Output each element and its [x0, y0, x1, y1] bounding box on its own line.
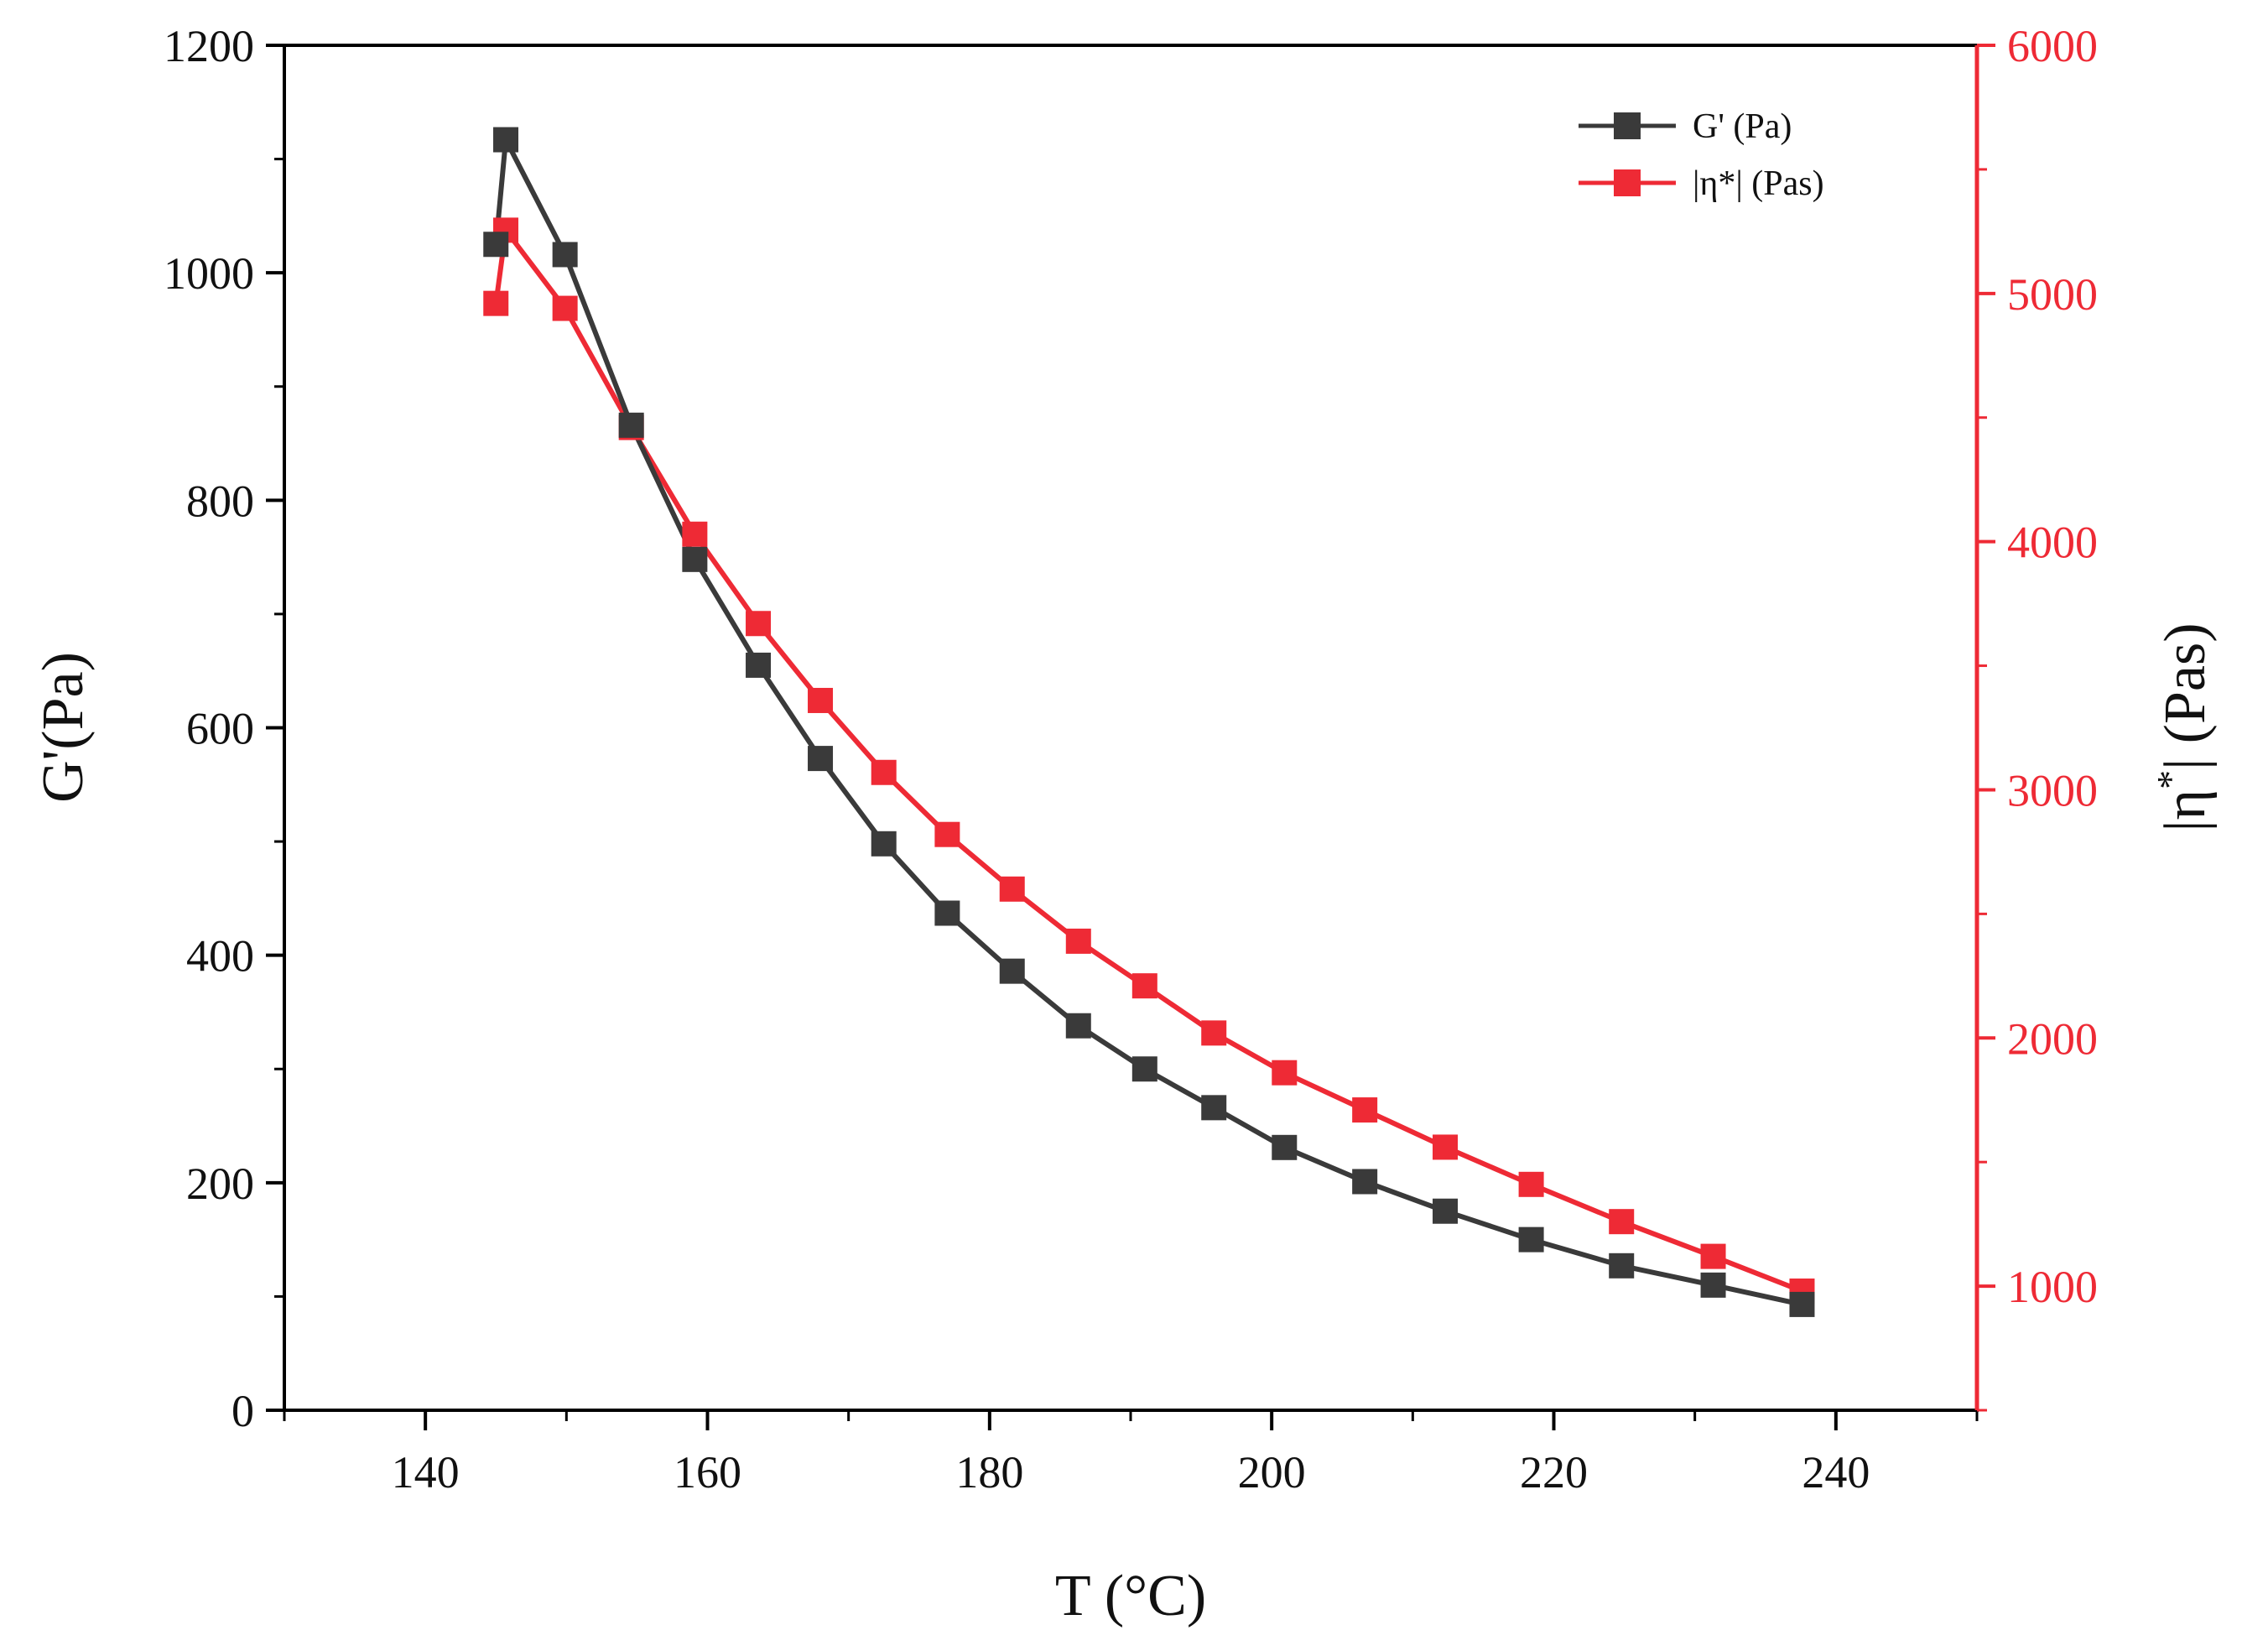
series-0-point	[1433, 1198, 1459, 1224]
legend-label-viscosity: |η*| (Pas)	[1693, 164, 1824, 203]
series-0-point	[871, 831, 897, 857]
series-1-point	[1609, 1209, 1635, 1235]
legend-marker-g-prime	[1614, 112, 1641, 139]
series-0-point	[999, 958, 1025, 984]
series-line-1	[493, 227, 1803, 1294]
series-1-point	[999, 876, 1025, 902]
series-1-point	[934, 821, 960, 847]
legend-marker-viscosity	[1614, 169, 1641, 196]
plot-frame	[283, 44, 1979, 1412]
series-0-point	[1609, 1253, 1635, 1279]
x-tick-label: 240	[1802, 1447, 1870, 1497]
series-1-point	[808, 687, 834, 713]
right-axis-title: |η*| (Pas)	[2149, 622, 2219, 831]
series-0-point	[1131, 1056, 1157, 1082]
series-1-point	[1065, 928, 1091, 954]
x-tick-label: 200	[1238, 1447, 1306, 1497]
series-0-point	[934, 900, 960, 926]
y-right-tick-label: 2000	[2007, 1013, 2098, 1064]
series-1-point	[483, 290, 509, 316]
y-left-tick-label: 1000	[164, 248, 254, 299]
x-axis-title: T (°C)	[1055, 1564, 1206, 1628]
y-left-tick-label: 600	[186, 704, 254, 754]
series-0-point	[552, 242, 578, 268]
series-1-point	[1433, 1134, 1459, 1160]
series-1-point	[871, 759, 897, 785]
series-1-point	[1352, 1097, 1378, 1123]
x-tick-label: 140	[392, 1447, 460, 1497]
series-0-point	[1352, 1169, 1378, 1195]
y-right-tick-label: 1000	[2007, 1262, 2098, 1312]
series-1-point	[552, 295, 578, 321]
series-0-point	[1272, 1134, 1298, 1160]
series-0-point	[1789, 1291, 1815, 1317]
series-0-point	[618, 412, 644, 438]
series-1-point	[1272, 1060, 1298, 1086]
y-right-tick-label: 4000	[2007, 518, 2098, 568]
series-0-point	[493, 127, 519, 153]
x-tick-label: 160	[674, 1447, 741, 1497]
y-right-tick-label: 5000	[2007, 269, 2098, 320]
series-0-point	[1518, 1227, 1544, 1253]
y-right-tick-label: 6000	[2007, 21, 2098, 71]
right-axis-title-sup: *	[2149, 770, 2192, 789]
y-left-tick-label: 200	[186, 1159, 254, 1209]
svg-text:|η*| (Pas): |η*| (Pas)	[2149, 622, 2219, 831]
left-axis-title: G'(Pa)	[31, 652, 96, 803]
series-0-point	[1065, 1013, 1091, 1039]
y-right-tick-label: 3000	[2007, 765, 2098, 815]
right-axis-title-tail: | (Pas)	[2153, 622, 2218, 769]
x-tick-label: 220	[1520, 1447, 1588, 1497]
y-left-tick-label: 0	[231, 1386, 254, 1436]
series-0-point	[746, 652, 772, 678]
right-axis-title-base: |η	[2153, 789, 2218, 832]
y-left-tick-label: 1200	[164, 21, 254, 71]
series-1-point	[746, 611, 772, 637]
series-1-point	[1700, 1243, 1726, 1269]
series-0-point	[682, 546, 708, 572]
series-1-point	[682, 521, 708, 547]
series-1-point	[1131, 973, 1157, 999]
legend: G' (Pa) |η*| (Pas)	[1579, 107, 1824, 203]
series-0-point	[1201, 1095, 1227, 1121]
legend-label-g-prime: G' (Pa)	[1693, 107, 1792, 146]
x-tick-label: 180	[955, 1447, 1023, 1497]
y-left-tick-label: 800	[186, 476, 254, 526]
y-left-tick-label: 400	[186, 931, 254, 982]
series-line-0	[493, 137, 1803, 1307]
series-0-point	[483, 232, 509, 258]
series-0-point	[808, 746, 834, 772]
series-1-point	[1518, 1171, 1544, 1197]
series-1-point	[1201, 1020, 1227, 1046]
series-0-point	[1700, 1272, 1726, 1298]
